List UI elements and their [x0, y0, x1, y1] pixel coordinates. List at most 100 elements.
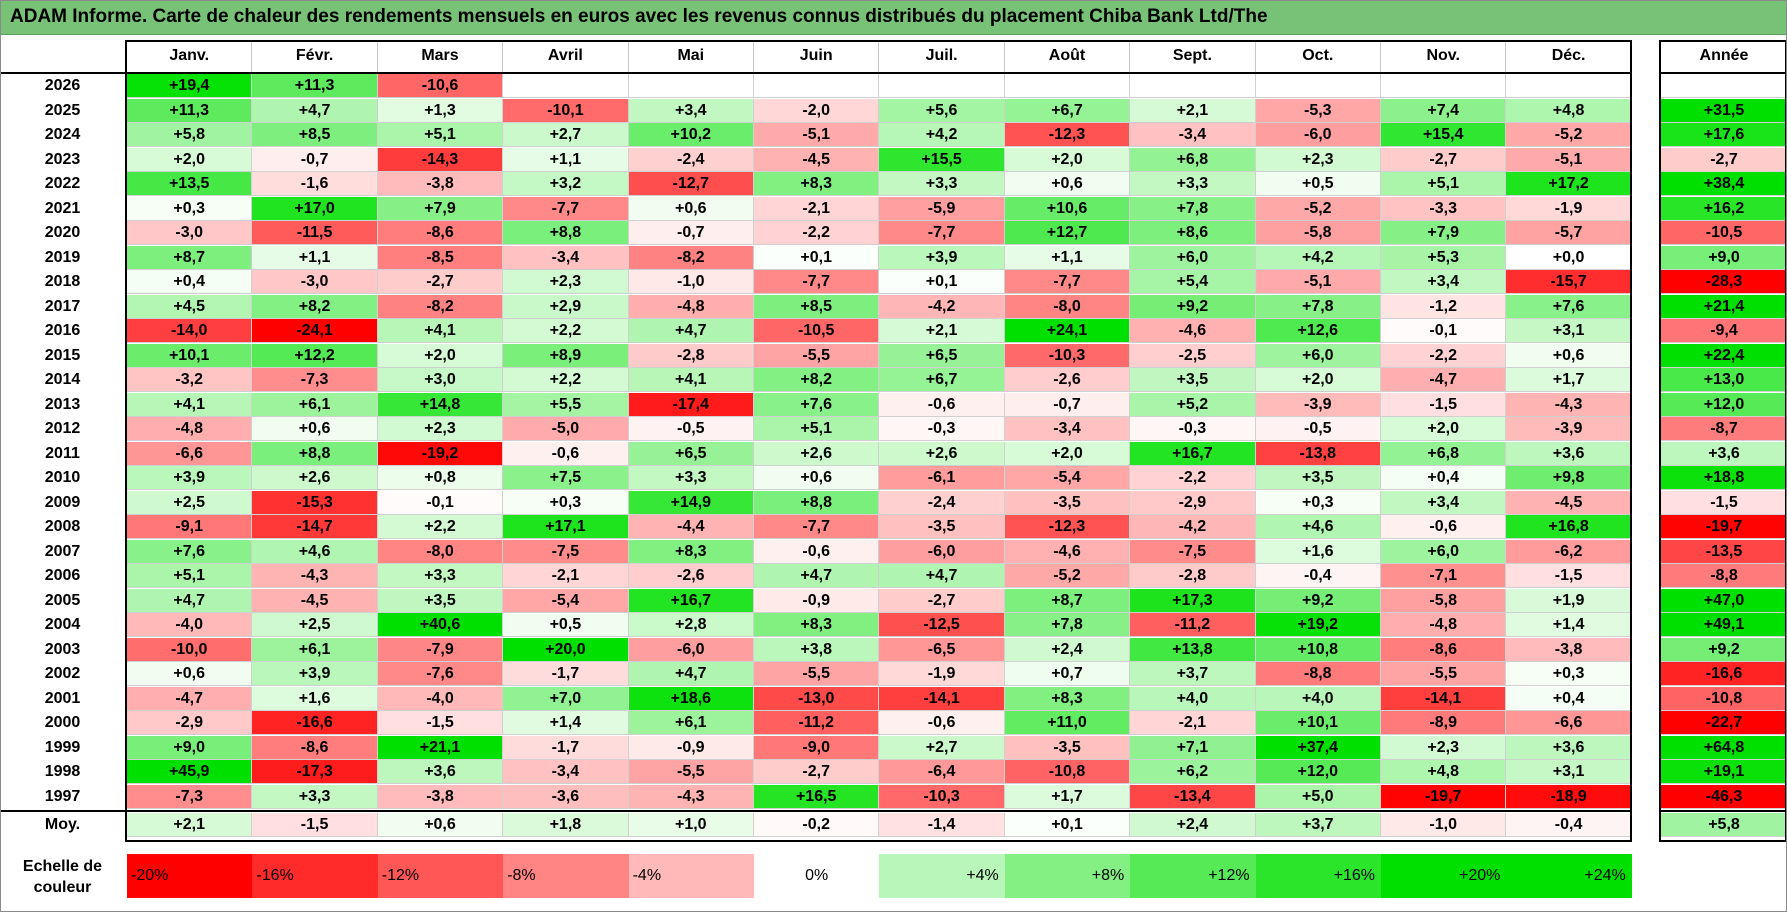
row-2005-cell-7: -2,7: [879, 588, 1005, 613]
row-1997-cell-10: +5,0: [1255, 784, 1381, 809]
row-2023-cell-8: +2,0: [1004, 147, 1131, 172]
row-2003-cell-2: +6,1: [252, 637, 378, 662]
row-2016-cell-5: +4,7: [628, 319, 754, 343]
row-2000-cell-5: +6,1: [628, 711, 754, 735]
row-2017-cell-8: -8,0: [1004, 294, 1131, 319]
row-2024-cell-3: +5,1: [377, 123, 504, 147]
row-2001-cell-4: +7,0: [503, 686, 629, 711]
row-2008-cell-6: -7,7: [754, 515, 880, 539]
row-2016-cell-8: +24,1: [1004, 319, 1131, 343]
row-2009-cell-6: +8,8: [754, 490, 880, 515]
row-2006-cell-1: +5,1: [127, 564, 253, 588]
row-2002-label: 2002: [44, 665, 81, 682]
row-2021-cell-3: +7,9: [377, 196, 504, 221]
row-2022-cell-12: +17,2: [1506, 172, 1632, 196]
row-2020-annual: -10,5: [1661, 221, 1787, 245]
row-2020-cell-2: -11,5: [252, 221, 378, 245]
row-2005-cell-5: +16,7: [628, 588, 754, 613]
row-average-cell-9: +2,4: [1130, 813, 1256, 837]
row-1999-cell-12: +3,6: [1506, 735, 1632, 760]
row-average-cell-11: -1,0: [1381, 813, 1507, 837]
row-1999-cell-10: +37,4: [1255, 735, 1381, 760]
row-2012-cell-1: -4,8: [127, 417, 253, 441]
row-2002-cell-9: +3,7: [1130, 662, 1256, 686]
row-2020-cell-3: -8,6: [377, 221, 504, 245]
row-2008-cell-11: -0,6: [1381, 515, 1507, 539]
row-2018-cell-8: -7,7: [1004, 270, 1131, 294]
row-2003-cell-3: -7,9: [377, 637, 504, 662]
row-2005-cell-2: -4,5: [252, 588, 378, 613]
row-2010-cell-8: -5,4: [1004, 466, 1131, 490]
row-1997-cell-9: -13,4: [1130, 784, 1256, 809]
row-2006-cell-8: -5,2: [1004, 564, 1131, 588]
row-2014-cell-9: +3,5: [1130, 368, 1256, 392]
row-2014-cell-7: +6,7: [879, 368, 1005, 392]
row-2016-cell-4: +2,2: [503, 319, 629, 343]
row-2012-cell-10: -0,5: [1255, 417, 1381, 441]
row-2011-cell-9: +16,7: [1130, 441, 1256, 466]
row-1998-annual: +19,1: [1661, 760, 1787, 784]
row-2022-label: 2022: [44, 175, 81, 192]
row-2012-cell-3: +2,3: [377, 417, 504, 441]
row-2021-cell-12: -1,9: [1506, 196, 1632, 221]
row-2017-cell-10: +7,8: [1255, 294, 1381, 319]
row-2010-annual: +18,8: [1661, 466, 1787, 490]
row-2009-cell-3: -0,1: [377, 490, 504, 515]
row-2003-cell-12: -3,8: [1506, 637, 1632, 662]
row-2000-annual: -22,7: [1661, 711, 1787, 735]
row-2002-cell-3: -7,6: [377, 662, 504, 686]
row-2004-cell-9: -11,2: [1130, 613, 1256, 637]
row-1998-cell-4: -3,4: [503, 760, 629, 784]
row-2005-cell-9: +17,3: [1130, 588, 1256, 613]
row-2006-annual: -8,8: [1661, 564, 1787, 588]
row-2007-cell-1: +7,6: [127, 539, 253, 564]
row-2026-cell-5: [628, 74, 754, 98]
row-2009-cell-11: +3,4: [1381, 490, 1507, 515]
row-1999-cell-6: -9,0: [754, 735, 880, 760]
row-2008-cell-5: -4,4: [628, 515, 754, 539]
row-2010-cell-12: +9,8: [1506, 466, 1632, 490]
row-2017-cell-5: -4,8: [628, 294, 754, 319]
row-2024-cell-5: +10,2: [628, 123, 754, 147]
row-2004-cell-6: +8,3: [754, 613, 880, 637]
row-2010-cell-6: +0,6: [754, 466, 880, 490]
row-2013-cell-5: -17,4: [628, 392, 754, 417]
row-2024-cell-4: +2,7: [503, 123, 629, 147]
row-1998-cell-3: +3,6: [377, 760, 504, 784]
row-2021-cell-2: +17,0: [252, 196, 378, 221]
color-scale-step-9: +12%: [1130, 854, 1256, 898]
row-2026-cell-1: +19,4: [127, 74, 253, 98]
row-2012-cell-12: -3,9: [1506, 417, 1632, 441]
row-2007-cell-8: -4,6: [1004, 539, 1131, 564]
row-1999-cell-5: -0,9: [628, 735, 754, 760]
row-2006-cell-6: +4,7: [754, 564, 880, 588]
column-header-1: Janv.: [127, 40, 253, 72]
row-2013-cell-12: -4,3: [1506, 392, 1632, 417]
color-scale-label: Echelle de couleur: [0, 852, 125, 902]
row-2003-annual: +9,2: [1661, 637, 1787, 662]
row-2018-cell-1: +0,4: [127, 270, 253, 294]
row-2020-cell-4: +8,8: [503, 221, 629, 245]
row-1997-cell-5: -4,3: [628, 784, 754, 809]
row-2015-cell-9: -2,5: [1130, 343, 1256, 368]
row-2021-cell-1: +0,3: [127, 196, 253, 221]
row-2007-cell-12: -6,2: [1506, 539, 1632, 564]
row-2021-cell-9: +7,8: [1130, 196, 1256, 221]
row-2009-cell-4: +0,3: [503, 490, 629, 515]
row-1999-cell-2: -8,6: [252, 735, 378, 760]
row-2001-cell-10: +4,0: [1255, 686, 1381, 711]
row-2026-cell-7: [879, 74, 1005, 98]
row-2000-cell-9: -2,1: [1130, 711, 1256, 735]
row-2001-cell-1: -4,7: [127, 686, 253, 711]
row-2026-cell-6: [754, 74, 880, 98]
row-average-cell-4: +1,8: [503, 813, 629, 837]
average-divider-year: [1659, 810, 1787, 812]
row-1998-cell-8: -10,8: [1004, 760, 1131, 784]
row-2000-cell-10: +10,1: [1255, 711, 1381, 735]
row-2003-cell-9: +13,8: [1130, 637, 1256, 662]
row-2013-cell-9: +5,2: [1130, 392, 1256, 417]
row-average-cell-1: +2,1: [127, 813, 253, 837]
row-2008-cell-7: -3,5: [879, 515, 1005, 539]
row-1999-cell-3: +21,1: [377, 735, 504, 760]
row-2018-cell-10: -5,1: [1255, 270, 1381, 294]
